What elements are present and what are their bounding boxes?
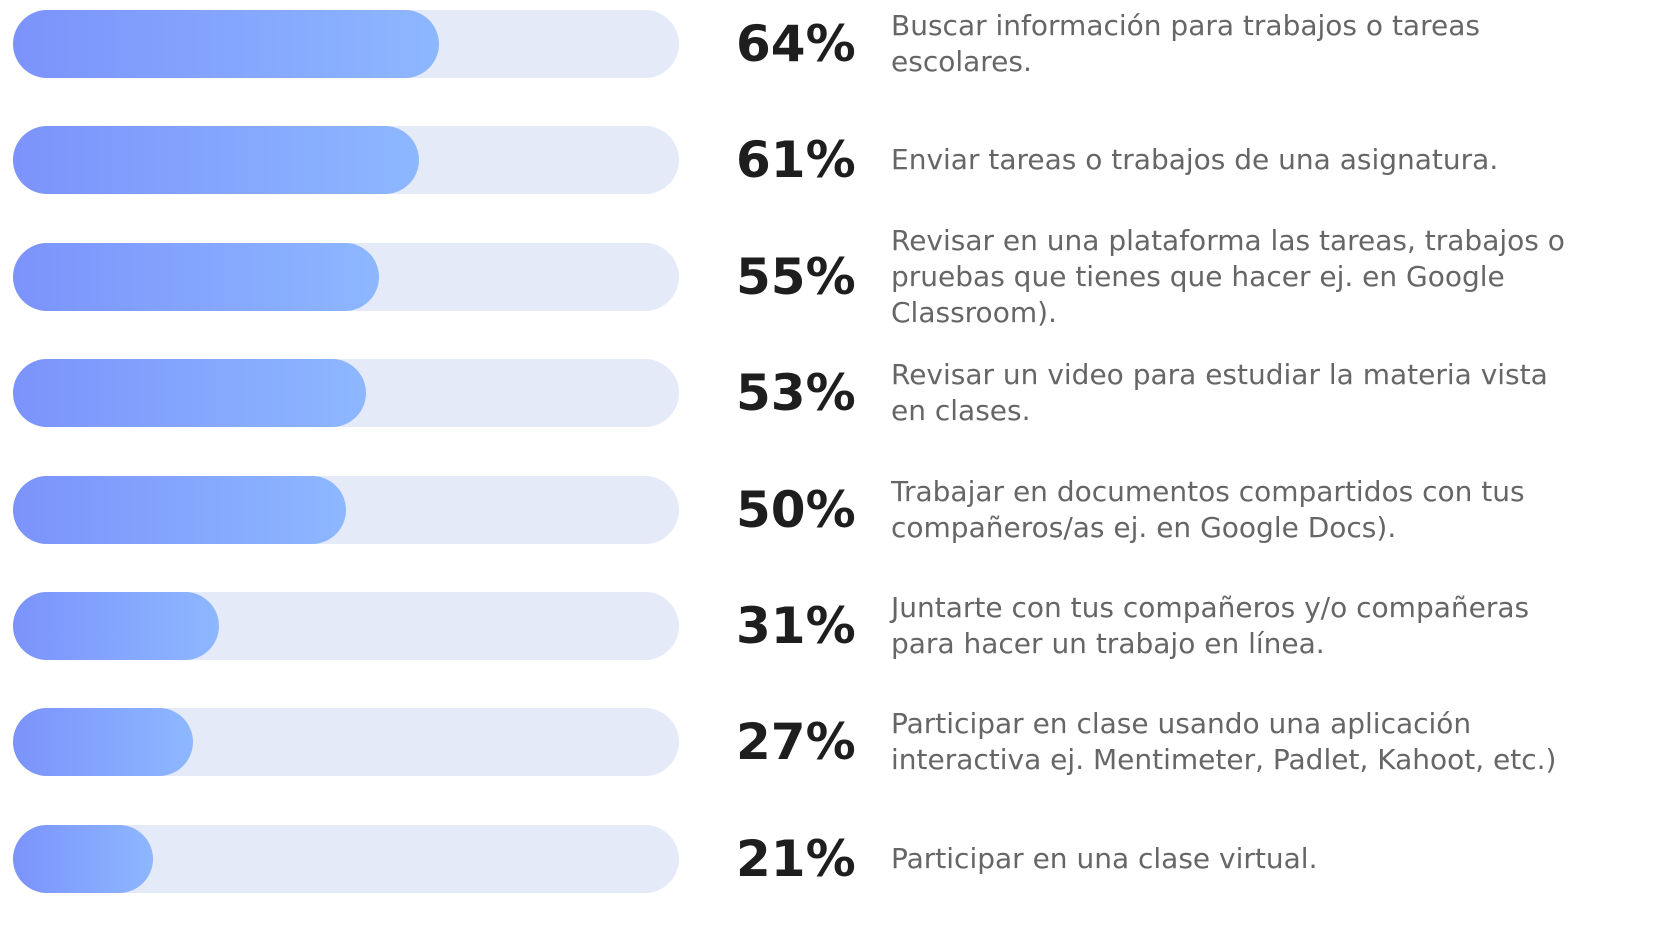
- bar-track: [13, 359, 679, 428]
- value-label: 55%: [736, 247, 856, 306]
- bar-track: [13, 10, 679, 78]
- category-label: Participar en una clase virtual.: [891, 841, 1318, 875]
- value-label: 50%: [736, 480, 856, 539]
- value-label: 61%: [736, 131, 856, 190]
- category-label: Enviar tareas o trabajos de una asignatu…: [891, 143, 1499, 177]
- bar-track: [13, 708, 679, 777]
- bar-track: [13, 475, 679, 544]
- category-label: Revisar un video para estudiar la materi…: [891, 358, 1548, 428]
- bar-row: 50% Trabajar en documentos compartidos co…: [0, 460, 1657, 560]
- value-label: 64%: [736, 15, 856, 73]
- bar-row: 27% Participar en clase usando una aplica…: [0, 692, 1657, 792]
- bar: [13, 126, 420, 195]
- value-label: 21%: [736, 829, 856, 888]
- bar-track: [13, 126, 679, 195]
- bar-row: 21% Participar en una clase virtual.: [0, 809, 1657, 909]
- bar-row: 53% Revisar un video para estudiar la mat…: [0, 343, 1657, 443]
- category-label: Juntarte con tus compañeros y/o compañer…: [891, 591, 1530, 660]
- bar-track: [13, 824, 679, 893]
- bar-row: 61% Enviar tareas o trabajos de una asign…: [0, 110, 1657, 210]
- category-label: Trabajar en documentos compartidos con t…: [891, 474, 1525, 544]
- value-label: 53%: [736, 364, 856, 423]
- category-label: Revisar en una plataforma las tareas, tr…: [891, 223, 1565, 329]
- category-label: Participar en clase usando una aplicació…: [891, 707, 1557, 777]
- bar: [13, 824, 153, 893]
- bar: [13, 592, 220, 660]
- bar: [13, 475, 346, 544]
- bar-row: 64% Buscar información para trabajos o ta…: [0, 0, 1657, 94]
- bar: [13, 242, 380, 311]
- bar: [13, 359, 366, 428]
- bar: [13, 10, 440, 78]
- bar-track: [13, 242, 679, 311]
- bar: [13, 708, 193, 777]
- bar-row: 31% Juntarte con tus compañeros y/o compa…: [0, 576, 1657, 676]
- value-label: 27%: [736, 713, 856, 772]
- bar-row: 55% Revisar en una plataforma las tareas,…: [0, 224, 1657, 329]
- value-label: 31%: [736, 597, 856, 655]
- category-label: Buscar información para trabajos o tarea…: [891, 9, 1480, 78]
- bar-track: [13, 592, 679, 660]
